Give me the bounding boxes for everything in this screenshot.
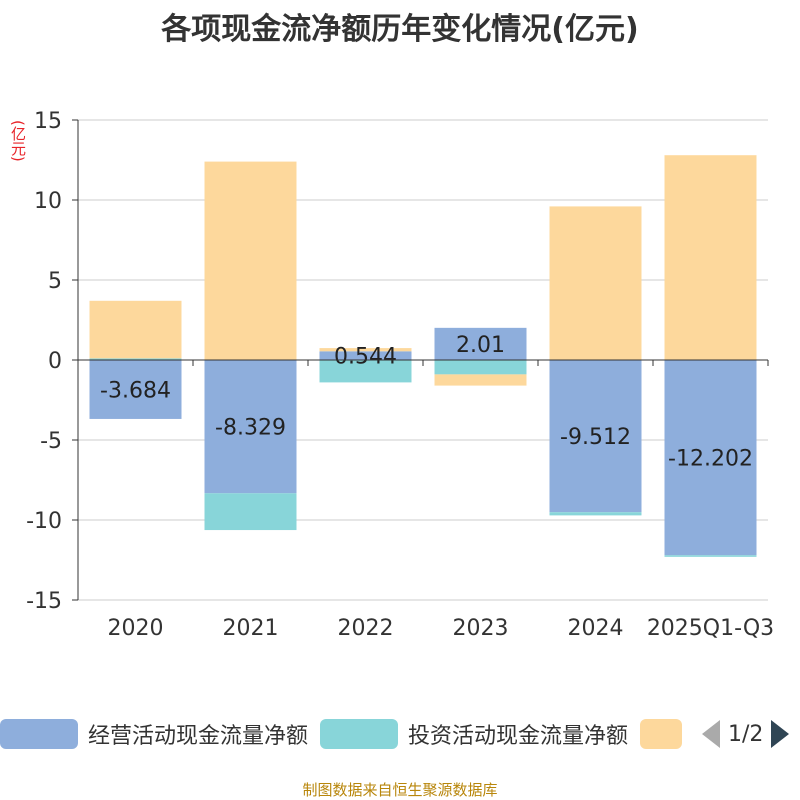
legend-item-financing[interactable] [640, 716, 692, 752]
x-tick-label: 2023 [453, 616, 509, 641]
bar-operating-2020 [89, 360, 182, 419]
bar-investing-2023 [434, 360, 527, 375]
bar-operating-2022 [319, 351, 412, 360]
y-tick-label: -10 [26, 509, 62, 534]
y-tick-label: 0 [48, 349, 62, 374]
x-tick-label: 2024 [568, 616, 624, 641]
legend-next-page-icon[interactable] [771, 720, 790, 748]
bar-operating-2023 [434, 327, 527, 360]
legend-page-indicator: 1/2 [728, 721, 764, 747]
bar-investing-2024 [549, 512, 642, 516]
legend-label-investing: 投资活动现金流量净额 [408, 724, 629, 749]
bar-financing-2023 [434, 374, 527, 386]
bar-financing-2020 [89, 300, 182, 359]
data-label-operating-2020: -3.684 [100, 378, 171, 403]
y-tick-label: -5 [40, 429, 62, 454]
x-tick-label: 2025Q1-Q3 [647, 616, 774, 641]
data-label-operating-2021: -8.329 [215, 416, 286, 441]
bar-investing-2025Q1-Q3 [664, 555, 757, 557]
bar-financing-2021 [204, 161, 297, 360]
y-tick-label: 10 [34, 189, 62, 214]
legend-pager: 1/2 [702, 716, 790, 752]
bar-investing-2020 [89, 358, 182, 360]
legend: 经营活动现金流量净额 投资活动现金流量净额 1/2 [0, 716, 800, 756]
legend-prev-page-icon[interactable] [702, 720, 720, 748]
bar-financing-2022 [319, 348, 412, 352]
y-tick-label: 5 [48, 269, 62, 294]
legend-swatch-financing [640, 719, 682, 749]
legend-item-investing[interactable]: 投资活动现金流量净额 [320, 716, 628, 752]
y-tick-label: -15 [26, 589, 62, 614]
bar-operating-2024 [549, 360, 642, 513]
legend-item-operating[interactable]: 经营活动现金流量净额 [0, 716, 308, 752]
chart-title: 各项现金流净额历年变化情况(亿元) [161, 12, 639, 47]
data-source-note: 制图数据来自恒生聚源数据库 [302, 781, 498, 799]
x-tick-label: 2022 [338, 616, 394, 641]
bar-financing-2025Q1-Q3 [664, 155, 757, 360]
bar-investing-2021 [204, 493, 297, 531]
data-label-operating-2024: -9.512 [560, 425, 631, 450]
bar-investing-2022 [319, 360, 412, 383]
legend-swatch-investing [320, 719, 398, 749]
legend-label-operating: 经营活动现金流量净额 [88, 724, 309, 749]
y-axis-unit-label: (亿元) [9, 120, 27, 162]
legend-swatch-operating [0, 719, 78, 749]
data-label-operating-2022: 0.544 [334, 345, 397, 370]
data-label-operating-2023: 2.01 [456, 333, 505, 358]
x-tick-label: 2021 [223, 616, 279, 641]
data-label-operating-2025Q1-Q3: -12.202 [668, 447, 753, 472]
cash-flow-chart: 15 10 5 0 -5 -10 -15 -3.684 -8.329 0.544 2.01 -9.51… [26, 109, 774, 641]
bar-operating-2025Q1-Q3 [664, 360, 757, 556]
bar-financing-2024 [549, 206, 642, 360]
y-tick-label: 15 [34, 109, 62, 134]
bar-operating-2021 [204, 360, 297, 494]
x-tick-label: 2020 [108, 616, 164, 641]
